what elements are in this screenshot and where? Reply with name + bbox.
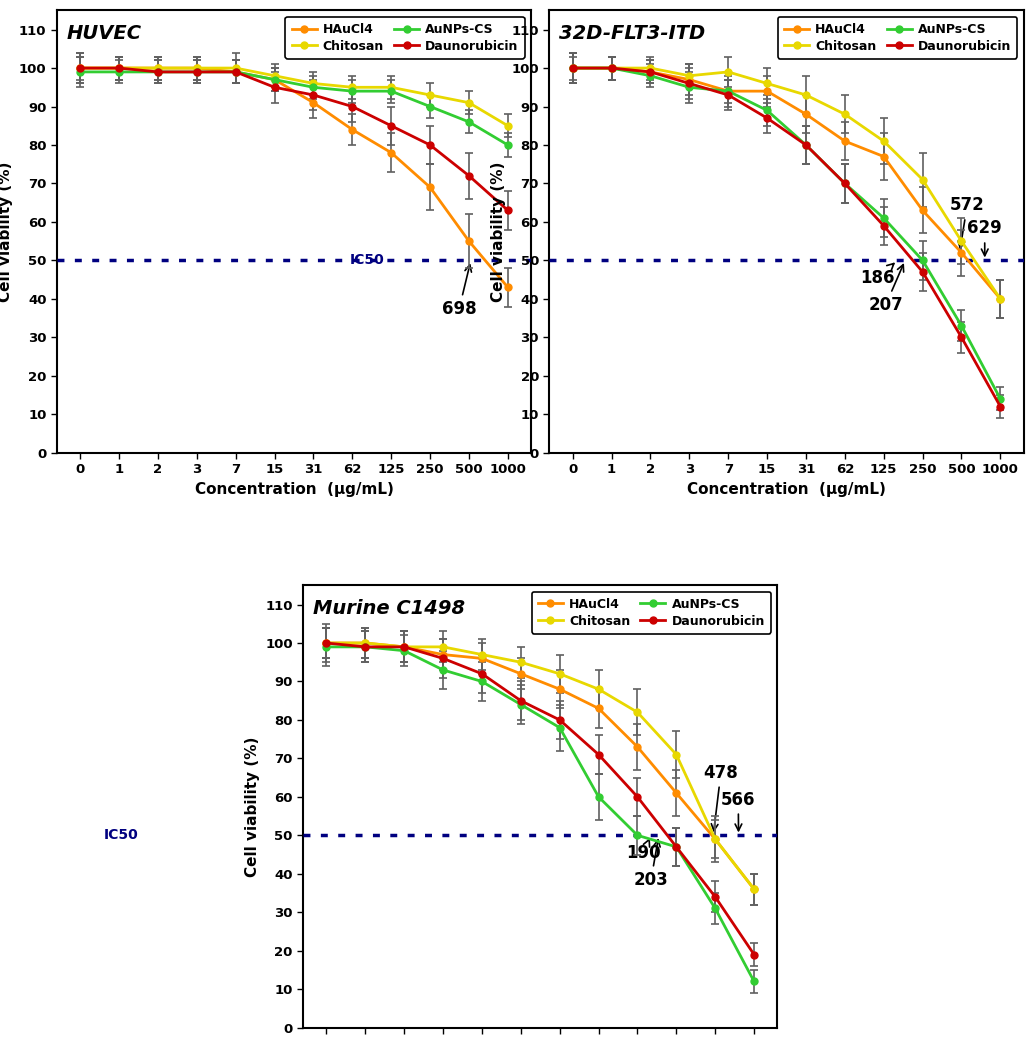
Legend: HAuCl4, Chitosan, AuNPs-CS, Daunorubicin: HAuCl4, Chitosan, AuNPs-CS, Daunorubicin: [778, 17, 1017, 59]
Text: 478: 478: [703, 764, 738, 830]
Y-axis label: Cell viability (%): Cell viability (%): [0, 161, 13, 302]
Text: 207: 207: [869, 265, 904, 315]
Text: 629: 629: [967, 219, 1002, 255]
Text: Murine C1498: Murine C1498: [312, 599, 464, 618]
X-axis label: Concentration  (μg/mL): Concentration (μg/mL): [687, 482, 886, 496]
Text: 572: 572: [950, 196, 984, 248]
Text: HUVEC: HUVEC: [66, 24, 142, 43]
Text: 566: 566: [721, 791, 756, 830]
X-axis label: Concentration  (μg/mL): Concentration (μg/mL): [194, 482, 394, 496]
Text: IC50: IC50: [351, 253, 385, 268]
Legend: HAuCl4, Chitosan, AuNPs-CS, Daunorubicin: HAuCl4, Chitosan, AuNPs-CS, Daunorubicin: [531, 592, 771, 634]
Text: 186: 186: [860, 264, 894, 288]
Text: 698: 698: [442, 265, 477, 319]
Legend: HAuCl4, Chitosan, AuNPs-CS, Daunorubicin: HAuCl4, Chitosan, AuNPs-CS, Daunorubicin: [285, 17, 525, 59]
Y-axis label: Cell viability (%): Cell viability (%): [491, 161, 506, 302]
Text: 203: 203: [634, 840, 668, 890]
Text: IC50: IC50: [104, 828, 139, 842]
Text: 32D-FLT3-ITD: 32D-FLT3-ITD: [558, 24, 705, 43]
Text: 190: 190: [626, 839, 661, 863]
Y-axis label: Cell viability (%): Cell viability (%): [244, 736, 260, 877]
